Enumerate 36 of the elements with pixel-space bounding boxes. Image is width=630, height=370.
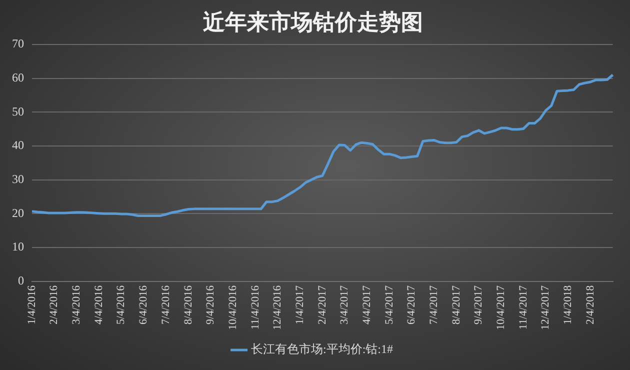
y-tick-label: 20: [12, 206, 24, 220]
x-tick-label: 6/4/2017: [406, 284, 418, 325]
x-tick-label: 3/4/2017: [338, 284, 351, 325]
x-tick-label: 2/4/2017: [316, 284, 328, 325]
chart-title: 近年来市场钴价走势图: [202, 9, 423, 34]
x-tick-label: 8/4/2016: [182, 284, 194, 325]
x-tick-label: 9/4/2017: [472, 284, 485, 325]
x-tick-label: 2/4/2018: [584, 284, 596, 325]
x-tick-label: 12/4/2017: [540, 284, 552, 330]
y-tick-label: 30: [12, 172, 24, 186]
x-tick-label: 8/4/2017: [450, 284, 462, 325]
x-tick-label: 5/4/2017: [383, 284, 396, 325]
y-tick-label: 40: [12, 138, 24, 152]
y-tick-label: 60: [12, 70, 24, 84]
x-tick-label: 7/4/2016: [160, 284, 172, 325]
x-tick-label: 1/4/2018: [562, 284, 574, 325]
y-tick-label: 50: [12, 104, 24, 118]
x-tick-label: 5/4/2016: [115, 284, 128, 325]
y-tick-label: 0: [18, 274, 24, 288]
x-tick-label: 7/4/2017: [428, 284, 440, 325]
x-tick-label: 10/4/2016: [226, 284, 239, 330]
x-tick-label: 1/4/2017: [294, 284, 306, 325]
legend-label: 长江有色市场:平均价:钴:1#: [251, 342, 394, 356]
x-tick-label: 1/4/2016: [26, 284, 38, 325]
x-tick-label: 11/4/2017: [517, 284, 530, 330]
x-tick-label: 9/4/2016: [204, 284, 217, 325]
x-tick-label: 10/4/2017: [495, 284, 507, 330]
x-tick-label: 4/4/2017: [360, 284, 373, 325]
x-tick-label: 6/4/2016: [138, 284, 150, 325]
x-tick-label: 12/4/2016: [272, 284, 284, 330]
y-tick-label: 10: [12, 240, 24, 254]
x-tick-label: 2/4/2016: [48, 284, 60, 325]
x-tick-label: 3/4/2016: [70, 284, 83, 325]
x-tick-label: 11/4/2016: [249, 284, 262, 330]
x-tick-label: 4/4/2016: [92, 284, 105, 325]
y-tick-label: 70: [12, 36, 24, 51]
